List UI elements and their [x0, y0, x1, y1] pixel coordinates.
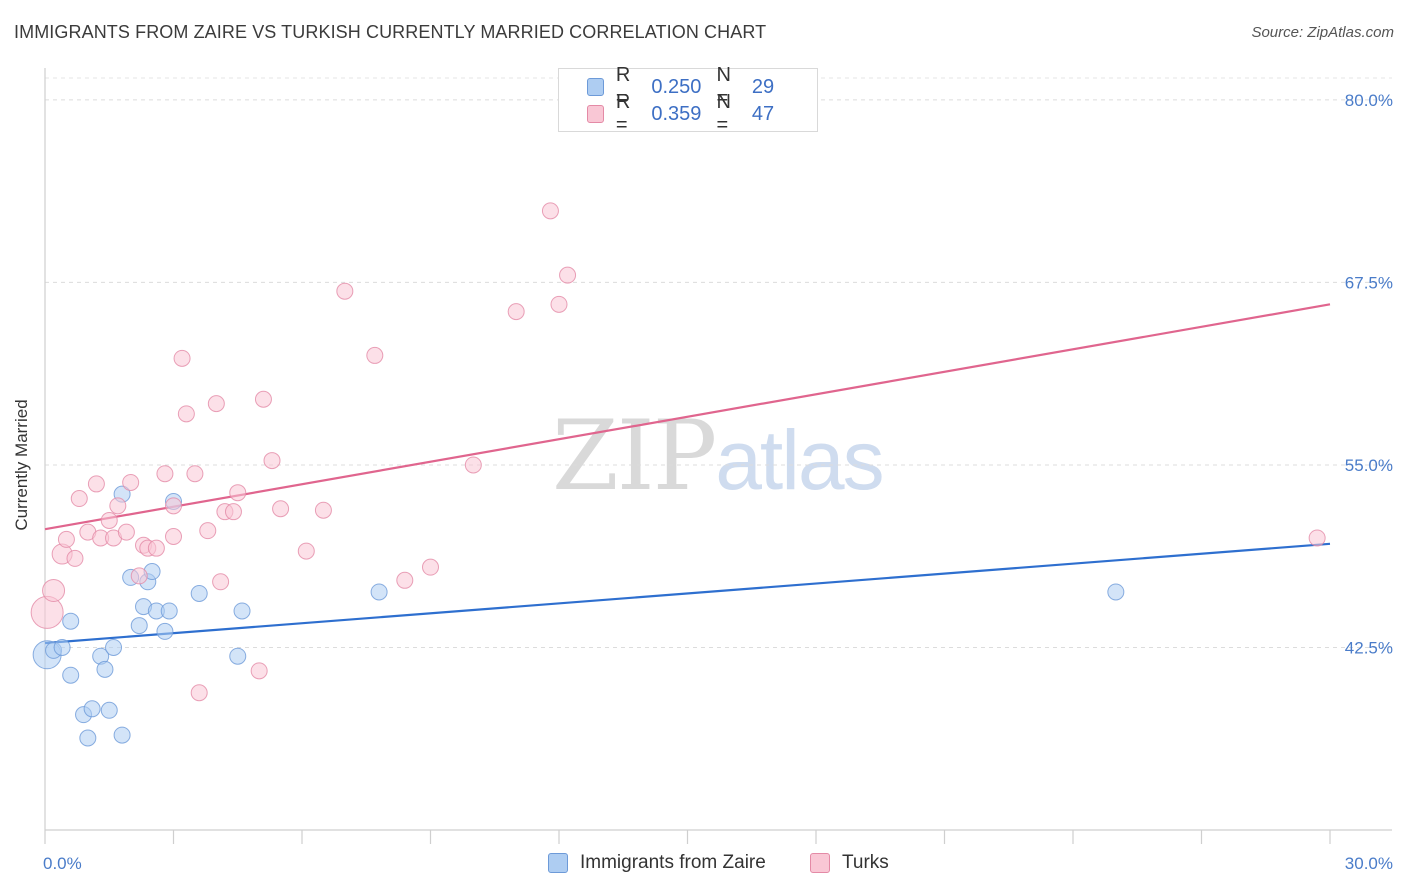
- point-turks: [109, 497, 127, 515]
- point-zaire: [160, 602, 178, 620]
- point-turks: [396, 571, 414, 589]
- point-turks: [122, 473, 140, 491]
- point-zaire: [233, 602, 251, 620]
- point-turks: [147, 539, 165, 557]
- point-turks: [130, 567, 148, 585]
- point-turks: [550, 295, 568, 313]
- legend-n-value: 47: [751, 102, 775, 125]
- point-turks: [207, 395, 225, 413]
- point-turks: [66, 549, 84, 567]
- axes: [44, 68, 1392, 844]
- point-zaire: [370, 583, 388, 601]
- point-turks: [297, 542, 315, 560]
- trend-line-turks: [44, 303, 1331, 531]
- point-turks: [212, 573, 230, 591]
- legend-row-zaire: R = 0.250 N = 29: [587, 64, 817, 109]
- data-points: [30, 202, 1326, 747]
- point-zaire: [100, 701, 118, 719]
- point-turks: [100, 511, 118, 529]
- point-turks: [199, 522, 217, 540]
- point-turks: [186, 465, 204, 483]
- point-turks: [1308, 529, 1326, 547]
- watermark-zip: ZIP: [552, 400, 717, 512]
- point-turks: [559, 266, 577, 284]
- legend-r-label: R =: [615, 64, 631, 109]
- point-turks: [263, 452, 281, 470]
- legend-r-value: 0.250: [651, 75, 702, 98]
- point-zaire: [1107, 583, 1125, 601]
- point-zaire: [53, 638, 71, 656]
- point-turks: [422, 558, 439, 576]
- y-tick-label: 67.5%: [1345, 273, 1393, 292]
- legend-swatch-zaire: [587, 78, 604, 96]
- legend-row-turks: R = 0.359 N = 47: [587, 91, 817, 136]
- legend-r-label: R =: [615, 91, 631, 136]
- point-zaire: [79, 729, 97, 747]
- point-turks: [464, 456, 482, 474]
- point-turks: [87, 475, 105, 493]
- point-turks: [173, 349, 191, 367]
- watermark-atlas: atlas: [715, 413, 884, 507]
- legend-label-zaire: Immigrants from Zaire: [580, 852, 766, 873]
- point-zaire: [62, 666, 80, 684]
- point-turks: [156, 465, 174, 483]
- point-turks: [272, 500, 290, 518]
- point-turks: [224, 503, 242, 521]
- point-turks: [314, 501, 332, 519]
- legend-r-value: 0.359: [651, 102, 702, 125]
- legend-n-label: N =: [716, 91, 731, 136]
- correlation-legend: R = 0.250 N = 29 R = 0.359 N = 47: [558, 64, 818, 136]
- point-turks: [250, 662, 268, 680]
- chart-title: IMMIGRANTS FROM ZAIRE VS TURKISH CURRENT…: [14, 22, 767, 42]
- x-tick-label: 0.0%: [43, 854, 82, 873]
- point-zaire: [229, 647, 247, 665]
- y-tick-label: 55.0%: [1345, 456, 1393, 475]
- legend-item-turks[interactable]: Turks: [810, 852, 889, 874]
- point-zaire: [156, 622, 174, 640]
- point-turks: [229, 484, 247, 502]
- legend-n-value: 29: [751, 75, 775, 98]
- y-tick-label: 80.0%: [1345, 91, 1393, 110]
- point-turks: [336, 282, 354, 300]
- point-turks: [165, 528, 182, 546]
- x-tick-label: 30.0%: [1345, 854, 1393, 873]
- point-turks: [70, 490, 88, 508]
- tick-labels: 42.5% 55.0% 67.5% 80.0% 0.0% 30.0%: [43, 91, 1393, 873]
- point-turks: [42, 579, 66, 603]
- grid-lines: [45, 77, 1392, 648]
- trend-line-zaire: [44, 542, 1331, 645]
- point-turks: [117, 523, 135, 541]
- point-zaire: [113, 726, 131, 744]
- legend-item-zaire[interactable]: Immigrants from Zaire: [548, 852, 766, 874]
- point-zaire: [62, 612, 80, 630]
- legend-n-label: N =: [716, 64, 731, 109]
- point-zaire: [190, 584, 208, 602]
- watermark: ZIPatlas: [552, 400, 885, 512]
- point-turks: [254, 390, 272, 408]
- series-legend: Immigrants from Zaire Turks: [0, 852, 1406, 878]
- point-turks: [190, 684, 208, 702]
- point-turks: [507, 303, 525, 321]
- point-turks: [177, 405, 195, 423]
- point-turks: [30, 595, 64, 629]
- point-turks: [165, 497, 182, 515]
- legend-swatch-turks: [810, 853, 830, 873]
- y-tick-label: 42.5%: [1345, 638, 1393, 657]
- point-turks: [366, 346, 384, 364]
- legend-label-turks: Turks: [842, 852, 889, 873]
- trend-lines: [44, 303, 1331, 645]
- point-turks: [541, 202, 559, 220]
- point-zaire: [105, 638, 123, 656]
- legend-swatch-turks: [587, 105, 604, 123]
- source-label: Source: ZipAtlas.com: [1251, 24, 1394, 41]
- point-zaire: [83, 700, 101, 718]
- point-zaire: [96, 660, 114, 678]
- point-zaire: [130, 617, 148, 635]
- point-turks: [57, 530, 75, 548]
- legend-swatch-zaire: [548, 853, 568, 873]
